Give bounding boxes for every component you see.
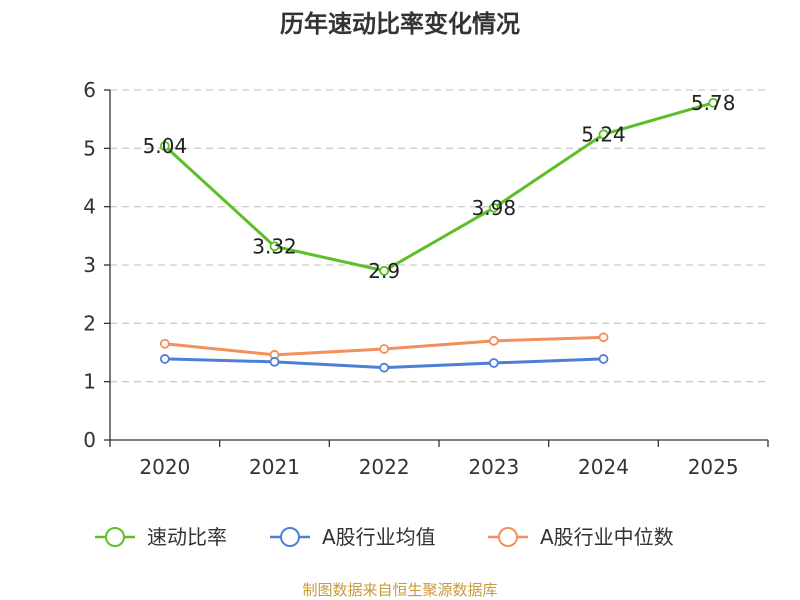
- y-tick-label-4: 4: [83, 195, 96, 219]
- legend[interactable]: 速动比率 A股行业均值 A股行业中位数: [95, 525, 674, 549]
- y-tick-label-0: 0: [83, 428, 96, 452]
- series-point-0-2024: [598, 129, 609, 140]
- legend-label: A股行业均值: [322, 525, 436, 549]
- x-tick-label-2020: 2020: [139, 455, 190, 479]
- series-point-1-2021: [269, 356, 280, 367]
- legend-label: 速动比率: [147, 525, 227, 549]
- series-point-1-2024: [598, 354, 609, 364]
- data-label-2022: 2.9: [368, 259, 400, 283]
- series-point-1-2023: [488, 358, 499, 368]
- legend-item-1[interactable]: A股行业均值: [270, 525, 436, 549]
- y-tick-label-3: 3: [83, 253, 96, 277]
- series-point-2-2020: [159, 338, 170, 349]
- x-tick-label-2021: 2021: [249, 455, 300, 479]
- series-point-0-2022: [379, 265, 390, 276]
- series-line-0: [163, 101, 714, 273]
- data-label-2025: 5.78: [691, 91, 736, 115]
- x-tick-label-2022: 2022: [359, 455, 410, 479]
- data-label-2020: 5.04: [143, 134, 188, 158]
- data-label-2024: 5.24: [581, 122, 626, 146]
- chart-title: 历年速动比率变化情况: [280, 10, 520, 38]
- x-tick-label-2025: 2025: [688, 455, 739, 479]
- legend-marker-icon: [280, 527, 300, 547]
- data-labels: 5.04 3.32 2.9 3.98 5.24 5.78: [143, 91, 736, 283]
- series-point-1-2022: [379, 362, 390, 373]
- legend-marker-icon: [105, 527, 125, 547]
- series-point-0-2020: [159, 141, 170, 151]
- series-point-1-2020: [159, 354, 170, 364]
- data-label-2021: 3.32: [252, 234, 297, 258]
- legend-item-2[interactable]: A股行业中位数: [488, 525, 674, 549]
- series-point-2-2023: [488, 335, 499, 346]
- legend-label: A股行业中位数: [540, 525, 674, 549]
- legend-item-0[interactable]: 速动比率: [95, 525, 227, 549]
- y-tick-label-1: 1: [83, 370, 96, 394]
- source-note: 制图数据来自恒生聚源数据库: [302, 581, 497, 599]
- grid: [110, 89, 768, 383]
- series-point-0-2023: [488, 202, 499, 213]
- axes: 0 1 2 3 4 5 6 2020 2021 2022 2023 2024 2025: [83, 78, 769, 479]
- series: [159, 97, 719, 373]
- legend-marker-icon: [498, 527, 518, 547]
- x-tick-label-2024: 2024: [578, 455, 629, 479]
- y-tick-label-5: 5: [83, 136, 96, 160]
- x-tick-label-2023: 2023: [468, 455, 519, 479]
- y-tick-label-6: 6: [83, 78, 96, 102]
- y-tick-label-2: 2: [83, 311, 96, 335]
- series-point-2-2022: [379, 344, 390, 354]
- data-label-2023: 3.98: [472, 196, 517, 220]
- series-point-2-2024: [598, 332, 609, 343]
- series-point-0-2025: [708, 97, 719, 108]
- series-point-0-2021: [269, 241, 280, 252]
